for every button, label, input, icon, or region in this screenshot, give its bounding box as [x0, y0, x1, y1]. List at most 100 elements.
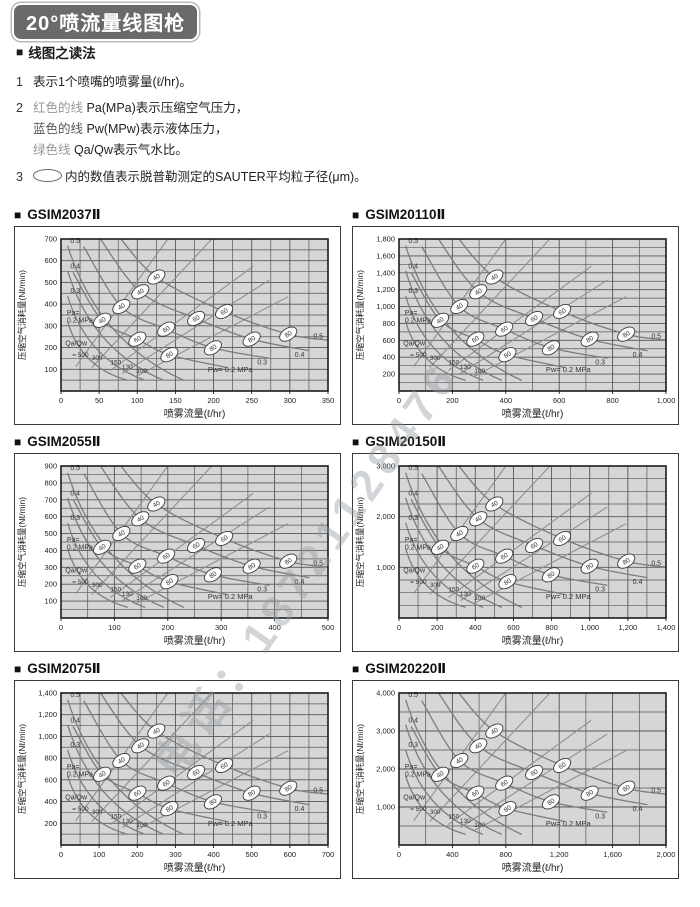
svg-text:150: 150: [110, 586, 121, 593]
svg-text:60: 60: [220, 307, 230, 317]
svg-text:200: 200: [131, 850, 144, 859]
chart-title-gsim20150: ■ GSIM20150Ⅱ: [352, 433, 680, 450]
svg-text:500: 500: [322, 623, 335, 632]
svg-text:0.3: 0.3: [70, 742, 80, 749]
svg-text:0: 0: [59, 623, 63, 632]
guide-item-2-segment: 绿色线: [33, 143, 74, 157]
svg-text:40: 40: [490, 726, 500, 736]
svg-text:300: 300: [92, 355, 103, 362]
svg-text:1,200: 1,200: [618, 623, 637, 632]
svg-text:800: 800: [545, 623, 558, 632]
svg-text:150: 150: [110, 359, 121, 366]
svg-text:0.4: 0.4: [408, 718, 418, 725]
svg-text:压缩空气消耗量(Nℓ/min): 压缩空气消耗量(Nℓ/min): [355, 497, 365, 587]
svg-text:0.2 MPa: 0.2 MPa: [67, 544, 93, 551]
svg-text:900: 900: [44, 462, 57, 471]
square-bullet-icon: ■: [14, 434, 22, 449]
svg-text:100: 100: [108, 623, 121, 632]
svg-text:600: 600: [382, 336, 395, 345]
svg-text:400: 400: [500, 396, 513, 405]
page-title: 20°喷流量线图枪: [14, 5, 198, 39]
svg-text:Pw= 0.2 MPa: Pw= 0.2 MPa: [208, 819, 254, 828]
chart-canvas-gsim2075: 40 40 40 40 60 60 60 60 80 80 80 80 0.5 0.4 0.3 Pa=0.2 …: [17, 689, 334, 875]
square-bullet-icon: ■: [352, 207, 360, 222]
square-bullet-icon: ■: [352, 661, 360, 676]
svg-text:0.5: 0.5: [313, 561, 323, 568]
svg-text:0.4: 0.4: [295, 579, 305, 586]
svg-text:Qa/Qw: Qa/Qw: [65, 567, 88, 574]
chart-title-gsim20220: ■ GSIM20220Ⅱ: [352, 660, 680, 677]
svg-text:1,000: 1,000: [376, 302, 395, 311]
chart-frame: 40 40 40 40 60 60 60 60 80 80 80 80 0.5 0.4 0.3 Pa= 0.2 …: [14, 680, 341, 879]
svg-text:80: 80: [546, 343, 556, 353]
chart-title-text: GSIM2037Ⅱ: [27, 206, 101, 222]
svg-text:0: 0: [397, 396, 401, 405]
svg-text:100: 100: [44, 365, 57, 374]
chart-canvas-gsim20220: 40 40 40 40 60 60 60 60 80 80 80 80 0.5 0.4 0.3 Pa=0.2 …: [355, 689, 675, 875]
svg-text:1,200: 1,200: [376, 285, 395, 294]
svg-text:Qa/Qw: Qa/Qw: [65, 340, 88, 347]
svg-text:40: 40: [136, 287, 146, 297]
svg-text:= 500: = 500: [72, 579, 89, 586]
svg-text:60: 60: [471, 335, 481, 345]
svg-text:60: 60: [530, 768, 540, 778]
svg-text:130: 130: [460, 591, 471, 598]
svg-text:0: 0: [59, 850, 63, 859]
svg-text:80: 80: [622, 557, 632, 567]
svg-text:500: 500: [44, 278, 57, 287]
svg-text:0.5: 0.5: [651, 788, 661, 795]
svg-text:200: 200: [446, 396, 459, 405]
guide-item-2-segment: Pa(MPa)表示压缩空气压力，: [86, 101, 249, 115]
svg-text:60: 60: [133, 789, 143, 799]
svg-text:0.3: 0.3: [257, 359, 267, 366]
svg-text:100: 100: [93, 850, 106, 859]
guide-item-3: 3 内的数值表示脱普勒测定的SAUTER平均粒子径(μm)。: [16, 167, 576, 188]
chart-title-text: GSIM2055Ⅱ: [27, 433, 101, 449]
guide-item-2: 2 红色的线 Pa(MPa)表示压缩空气压力， 蓝色的线 Pw(MPw)表示液体压…: [16, 98, 576, 161]
svg-text:1,600: 1,600: [603, 850, 622, 859]
chart-frame: 40 40 40 40 60 60 60 60 80 80 80 80 0.5 0.4 0.3 Pa= 0.2 …: [352, 680, 679, 879]
chart-frame: 40 40 40 40 60 60 60 60 80 80 80 80 0.5 0.4 0.3 Pa= 0.2 …: [352, 453, 679, 652]
svg-text:400: 400: [44, 300, 57, 309]
chart-title-gsim2055: ■ GSIM2055Ⅱ: [14, 433, 342, 450]
svg-text:0.4: 0.4: [633, 806, 643, 813]
svg-text:40: 40: [117, 529, 127, 539]
svg-text:40: 40: [136, 741, 146, 751]
svg-text:1,400: 1,400: [376, 268, 395, 277]
guide-item-2-segment: Qa/Qw表示气水比。: [73, 143, 188, 157]
svg-text:60: 60: [558, 534, 568, 544]
chart-cell-gsim20220: ■ GSIM20220Ⅱ 40 40 40 40 60 60 60 60 80 80 80 80 0.5 0…: [352, 660, 680, 879]
svg-text:40: 40: [136, 514, 146, 524]
svg-text:40: 40: [490, 272, 500, 282]
svg-text:300: 300: [44, 321, 57, 330]
svg-text:40: 40: [436, 770, 446, 780]
svg-text:300: 300: [430, 809, 441, 816]
svg-text:400: 400: [446, 850, 459, 859]
svg-text:700: 700: [44, 235, 57, 244]
svg-text:130: 130: [122, 818, 133, 825]
svg-text:80: 80: [247, 562, 257, 572]
square-bullet-icon: ■: [352, 434, 360, 449]
svg-text:0: 0: [59, 396, 63, 405]
svg-text:200: 200: [44, 343, 57, 352]
svg-text:60: 60: [500, 325, 510, 335]
chart-canvas-gsim20150: 40 40 40 40 60 60 60 60 80 80 80 80 0.5 0.4 0.3 Pa=0.2 …: [355, 462, 675, 648]
svg-text:80: 80: [503, 804, 513, 814]
svg-text:60: 60: [192, 314, 202, 324]
svg-text:100: 100: [474, 822, 485, 829]
svg-text:0.4: 0.4: [295, 352, 305, 359]
svg-text:60: 60: [500, 552, 510, 562]
reading-guide-heading-text: 线图之读法: [28, 46, 96, 61]
svg-text:150: 150: [448, 359, 459, 366]
svg-text:0.3: 0.3: [257, 586, 267, 593]
svg-text:压缩空气消耗量(Nℓ/min): 压缩空气消耗量(Nℓ/min): [355, 270, 365, 360]
svg-text:= 500: = 500: [410, 579, 427, 586]
svg-text:0.4: 0.4: [408, 491, 418, 498]
svg-text:0.3: 0.3: [595, 586, 605, 593]
chart-cell-gsim20110: ■ GSIM20110Ⅱ 40 40 40 40 60 60 60 60 80 80 80 80 0.5 0…: [352, 206, 680, 425]
svg-text:= 500: = 500: [72, 352, 89, 359]
square-bullet-icon: ■: [16, 45, 24, 59]
svg-text:150: 150: [448, 813, 459, 820]
svg-text:40: 40: [455, 756, 465, 766]
chart-title-gsim2037: ■ GSIM2037Ⅱ: [14, 206, 342, 223]
